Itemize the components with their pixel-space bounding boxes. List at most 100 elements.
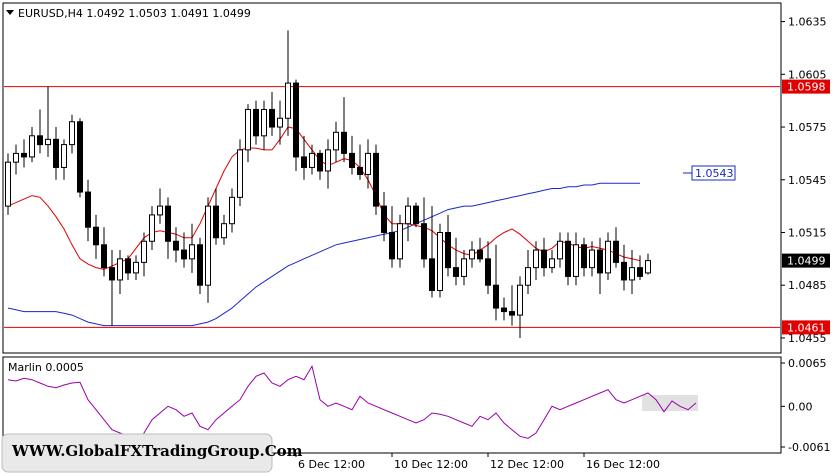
candle[interactable] [285, 30, 291, 136]
red-ma-path [7, 126, 641, 270]
candle[interactable] [541, 237, 547, 277]
candle[interactable] [21, 139, 27, 168]
symbol-info: EURUSD,H4 1.0492 1.0503 1.0491 1.0499 [18, 7, 251, 20]
red-ma-line [7, 126, 641, 270]
candle[interactable] [381, 192, 387, 242]
blue-ma-path [7, 182, 640, 327]
candle[interactable] [589, 241, 595, 277]
candle[interactable] [221, 214, 227, 245]
candle[interactable] [77, 118, 83, 198]
candle[interactable] [45, 86, 51, 157]
candle[interactable] [493, 244, 499, 321]
level-lines: 1.0598 1.0461 1.0499 [4, 79, 830, 335]
candle[interactable] [405, 197, 411, 242]
candle[interactable] [341, 97, 347, 163]
time-axis: 6 Dec 12:00 10 Dec 12:00 12 Dec 12:00 16 De… [295, 453, 660, 471]
candle[interactable] [309, 144, 315, 175]
candle[interactable] [637, 255, 643, 280]
candle[interactable] [277, 100, 283, 145]
price-tick-label: 1.0545 [788, 174, 827, 187]
price-tick-label: 1.0635 [788, 16, 827, 29]
candle[interactable] [205, 197, 211, 303]
candle[interactable] [269, 91, 275, 136]
candle[interactable] [117, 250, 123, 294]
candle[interactable] [373, 144, 379, 215]
candle[interactable] [597, 237, 603, 294]
time-tick-label: 6 Dec 12:00 [298, 458, 365, 471]
candle[interactable] [605, 232, 611, 280]
candle[interactable] [621, 244, 627, 291]
candle[interactable] [629, 250, 635, 294]
ma-price-label: 1.0543 [695, 167, 734, 180]
price-tick-label: 1.0485 [788, 279, 827, 292]
candle[interactable] [613, 227, 619, 268]
candle[interactable] [69, 114, 75, 154]
candle[interactable] [445, 214, 451, 277]
candle[interactable] [197, 237, 203, 294]
indicator-tick-label: 0.0065 [788, 357, 827, 370]
candle[interactable] [245, 104, 251, 163]
candle[interactable] [261, 100, 267, 150]
candle[interactable] [525, 250, 531, 294]
candle[interactable] [581, 237, 587, 277]
watermark: WWW.GlobalFXTradingGroup.Com [1, 433, 303, 473]
candle[interactable] [645, 253, 651, 275]
candle[interactable] [5, 153, 11, 215]
candle[interactable] [573, 232, 579, 286]
candle[interactable] [165, 197, 171, 259]
candle[interactable] [349, 135, 355, 175]
candle[interactable] [461, 250, 467, 286]
candle[interactable] [141, 232, 147, 277]
indicator-tick-label: 0.00 [788, 400, 813, 413]
candle[interactable] [477, 237, 483, 263]
candle[interactable] [101, 227, 107, 277]
candle[interactable] [93, 214, 99, 259]
candle[interactable] [149, 206, 155, 251]
candle[interactable] [397, 214, 403, 268]
candle[interactable] [317, 149, 323, 180]
candle[interactable] [229, 188, 235, 233]
candle[interactable] [557, 232, 563, 268]
candle[interactable] [533, 241, 539, 280]
candle[interactable] [453, 237, 459, 286]
current-price-label: 1.0499 [787, 255, 826, 268]
candle[interactable] [213, 188, 219, 245]
candle[interactable] [565, 232, 571, 286]
candle[interactable] [413, 202, 419, 228]
candle[interactable] [357, 144, 363, 180]
candle[interactable] [237, 139, 243, 207]
candle[interactable] [13, 144, 19, 175]
support-label: 1.0461 [787, 321, 826, 334]
triangle-down-icon[interactable] [6, 10, 14, 15]
candle[interactable] [173, 227, 179, 263]
candle[interactable] [85, 179, 91, 242]
candle[interactable] [325, 139, 331, 189]
candle[interactable] [253, 100, 259, 145]
candle[interactable] [517, 276, 523, 338]
candle[interactable] [125, 255, 131, 280]
candle[interactable] [293, 79, 299, 171]
candle[interactable] [157, 188, 163, 224]
candle[interactable] [509, 285, 515, 326]
candle[interactable] [485, 241, 491, 294]
candle[interactable] [133, 255, 139, 280]
candle[interactable] [389, 206, 395, 268]
candle[interactable] [437, 223, 443, 298]
candle[interactable] [421, 197, 427, 268]
candle[interactable] [53, 127, 59, 180]
candle[interactable] [181, 232, 187, 268]
main-chart-frame[interactable] [2, 2, 782, 354]
candle[interactable] [301, 135, 307, 180]
candle[interactable] [469, 241, 475, 268]
candle[interactable] [189, 223, 195, 273]
candle[interactable] [61, 139, 67, 180]
candle[interactable] [365, 139, 371, 189]
candle[interactable] [333, 121, 339, 163]
resistance-tag [782, 79, 830, 94]
candle[interactable] [29, 127, 35, 163]
candle[interactable] [501, 297, 507, 321]
candle[interactable] [429, 206, 435, 298]
candle[interactable] [37, 109, 43, 154]
candle[interactable] [549, 250, 555, 273]
candle[interactable] [109, 250, 115, 326]
